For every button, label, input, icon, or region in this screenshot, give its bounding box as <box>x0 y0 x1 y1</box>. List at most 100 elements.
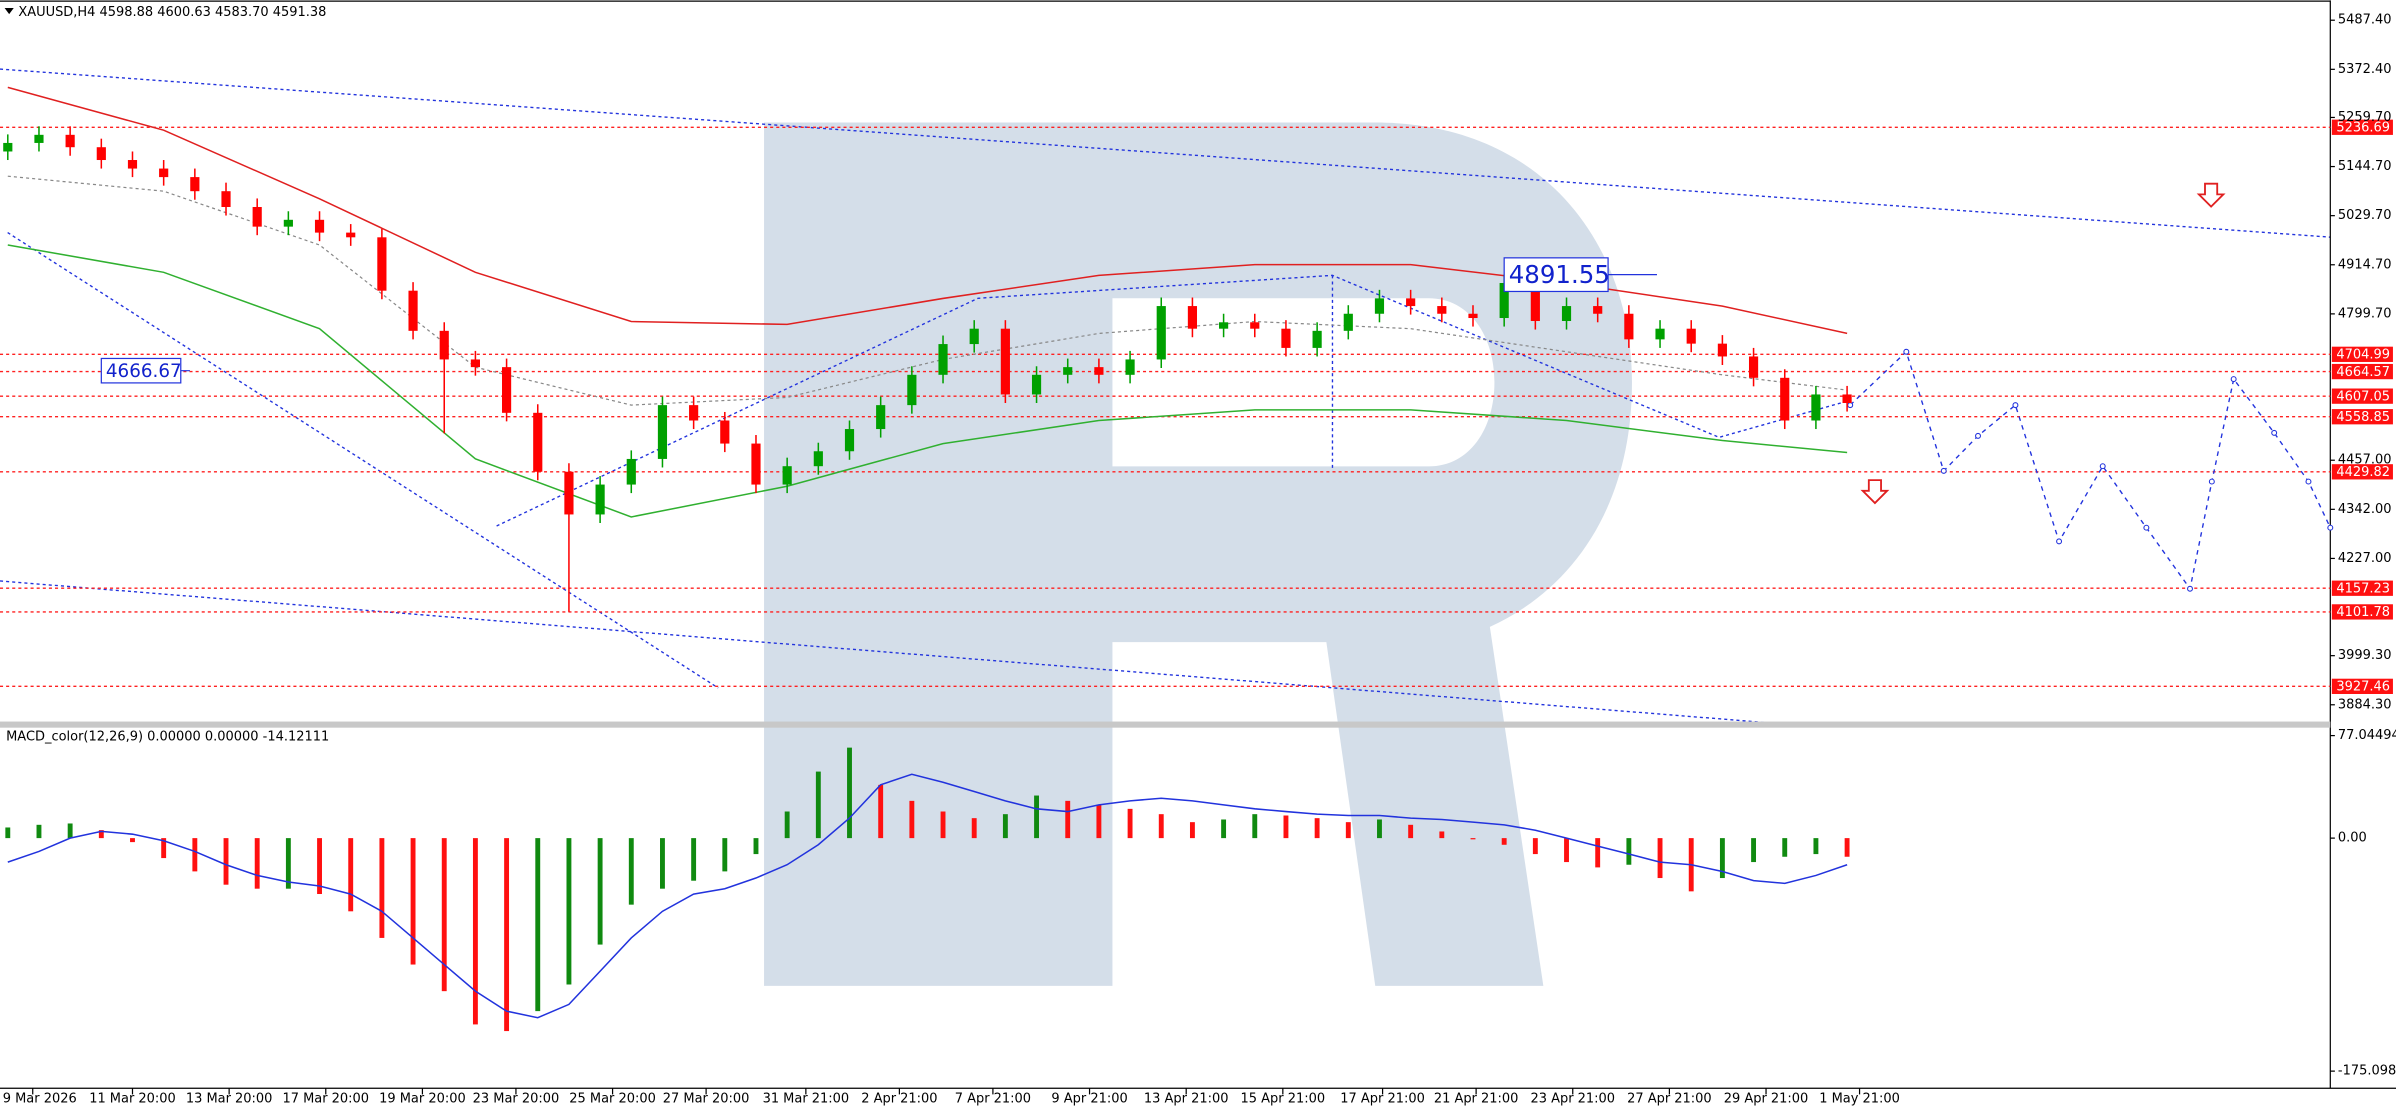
x-tick-label: 21 Apr 21:00 <box>1434 1091 1519 1106</box>
macd-bar <box>67 823 73 839</box>
candle-body <box>876 405 886 430</box>
macd-bar <box>1439 831 1445 839</box>
x-tick-label: 1 May 21:00 <box>1819 1091 1900 1106</box>
macd-bar <box>691 838 697 881</box>
candle-body <box>938 344 948 375</box>
macd-bar <box>1283 815 1289 839</box>
macd-bar <box>1127 808 1133 839</box>
macd-bar <box>753 838 759 855</box>
forecast-point <box>2305 478 2312 485</box>
forecast-point <box>2099 463 2106 470</box>
y-tick-label: 5259.70 <box>2338 110 2392 125</box>
annotation-label: 4891.55 <box>1509 260 1610 289</box>
x-tick-label: 23 Apr 21:00 <box>1530 1091 1615 1106</box>
candle-body <box>96 147 106 161</box>
macd-bar <box>472 838 478 1025</box>
candle-body <box>844 429 855 452</box>
candle-body <box>1156 306 1166 360</box>
candle-body <box>252 206 262 227</box>
level-label: 4664.57 <box>2336 365 2390 380</box>
macd-bar <box>784 811 790 839</box>
candle-body <box>1406 298 1416 307</box>
y-tick-label: 77.04494 <box>2338 728 2396 743</box>
macd-bar <box>940 811 946 839</box>
forecast-point <box>2208 478 2215 485</box>
forecast-point <box>2230 376 2237 383</box>
macd-bar <box>628 838 634 905</box>
candle-body <box>1717 343 1727 357</box>
candle-body <box>1780 377 1790 421</box>
macd-bar <box>504 838 510 1032</box>
y-tick-label: -175.09847 <box>2338 1064 2396 1079</box>
level-label-box <box>2331 119 2393 135</box>
candle-body <box>564 471 574 515</box>
candle-body <box>595 484 605 515</box>
candle-body <box>65 134 75 148</box>
level-label-box <box>2331 464 2393 480</box>
candle-body <box>1312 330 1322 348</box>
x-tick-label: 11 Mar 20:00 <box>89 1091 176 1106</box>
macd-bar <box>878 784 884 839</box>
candle-body <box>283 219 293 227</box>
macd-bar <box>1034 795 1039 839</box>
y-tick-label: 4457.00 <box>2338 453 2392 468</box>
x-tick-label: 25 Mar 20:00 <box>569 1091 656 1106</box>
macd-bar <box>130 838 135 843</box>
y-tick-label: 4914.70 <box>2338 257 2392 272</box>
y-tick-label: 4799.70 <box>2338 306 2392 321</box>
candle-body <box>159 168 169 178</box>
chart-title: XAUUSD,H4 4598.88 4600.63 4583.70 4591.3… <box>18 5 326 20</box>
x-tick-label: 31 Mar 21:00 <box>763 1091 850 1106</box>
x-tick-label: 27 Mar 20:00 <box>663 1091 750 1106</box>
candle-body <box>1094 367 1104 375</box>
candle-body <box>502 367 512 413</box>
y-tick-label: 0.00 <box>2338 831 2367 846</box>
candle-body <box>1125 359 1135 375</box>
x-tick-label: 29 Apr 21:00 <box>1724 1091 1809 1106</box>
level-label-box <box>2331 409 2393 425</box>
x-tick-label: 13 Mar 20:00 <box>186 1091 273 1106</box>
level-label: 4157.23 <box>2336 581 2390 596</box>
level-label: 4558.85 <box>2336 410 2390 425</box>
macd-bar <box>909 800 915 839</box>
y-tick-label: 5487.40 <box>2338 13 2392 28</box>
forecast-point <box>1847 402 1854 409</box>
candle-body <box>1655 328 1665 340</box>
macd-bar <box>1065 800 1071 839</box>
annotation-label: 4666.67 <box>106 361 182 382</box>
x-tick-label: 2 Apr 21:00 <box>861 1091 937 1106</box>
macd-bar <box>1782 838 1788 857</box>
y-tick-label: 5144.70 <box>2338 159 2392 174</box>
annotation-box <box>1503 257 1609 293</box>
candle-body <box>813 451 823 467</box>
candle-body <box>1842 394 1852 403</box>
macd-bar <box>1813 838 1819 855</box>
macd-bar <box>1345 822 1351 839</box>
level-label: 4704.99 <box>2336 348 2390 363</box>
candle-body <box>907 374 917 406</box>
x-tick-label: 23 Mar 20:00 <box>473 1091 560 1106</box>
level-label-box <box>2331 346 2393 362</box>
macd-bar <box>1719 838 1725 879</box>
x-tick-label: 9 Apr 21:00 <box>1051 1091 1127 1106</box>
macd-bar <box>1096 804 1102 839</box>
y-tick-label: 3999.30 <box>2338 648 2392 663</box>
level-label-box <box>2331 388 2393 404</box>
macd-bar <box>1844 838 1850 857</box>
candle-body <box>720 420 730 444</box>
candle-body <box>1499 283 1509 319</box>
macd-bar <box>815 771 821 839</box>
forecast-point <box>2271 429 2278 436</box>
macd-bar <box>1564 838 1569 863</box>
macd-title: MACD_color(12,26,9) 0.00000 0.00000 -14.… <box>6 729 329 744</box>
forecast-point <box>2327 524 2334 531</box>
candle-body <box>1000 328 1010 395</box>
candle-body <box>377 237 387 291</box>
macd-signal <box>7 773 1848 1019</box>
x-tick-label: 19 Mar 20:00 <box>379 1091 466 1106</box>
macd-bar <box>441 838 447 992</box>
macd-bar <box>597 838 603 945</box>
candle-body <box>1748 356 1759 378</box>
macd-bar <box>535 838 541 1012</box>
candle-body <box>1063 367 1073 375</box>
